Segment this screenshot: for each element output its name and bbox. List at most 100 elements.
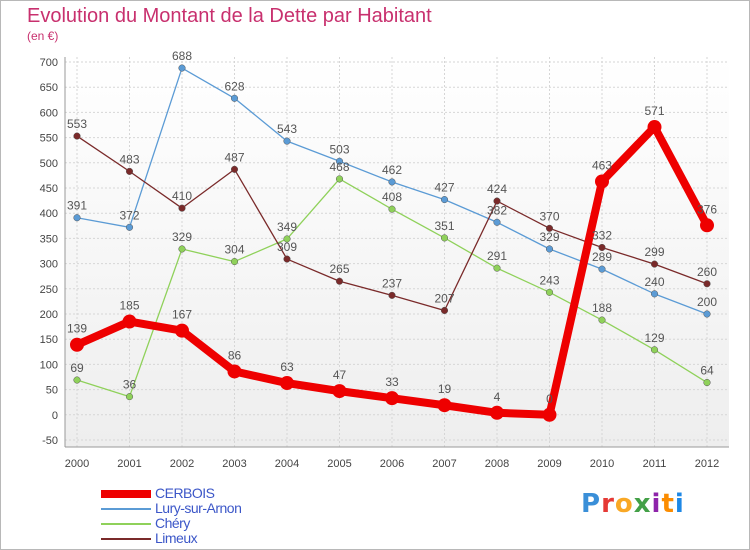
y-tick-label: 350 (40, 233, 58, 245)
chart-title: Evolution du Montant de la Dette par Hab… (27, 5, 432, 27)
data-label: 376 (697, 202, 717, 216)
data-point (703, 310, 711, 318)
data-label: 370 (539, 209, 559, 223)
y-tick-label: 600 (40, 107, 58, 119)
data-point (335, 175, 344, 183)
data-point (650, 290, 659, 298)
data-label: 372 (119, 208, 139, 222)
x-tick-label: 2007 (432, 458, 456, 470)
data-point (178, 245, 186, 253)
data-point (493, 197, 501, 205)
data-label: 139 (67, 322, 87, 336)
data-point (73, 214, 81, 222)
x-tick-label: 2001 (117, 458, 141, 470)
data-point (388, 178, 396, 186)
data-point (595, 174, 609, 189)
data-point (388, 205, 396, 213)
data-label: 185 (119, 299, 139, 313)
data-label: 408 (382, 190, 402, 204)
data-label: 571 (644, 104, 664, 118)
data-label: 487 (224, 150, 244, 164)
data-point (178, 64, 186, 72)
data-label: 628 (224, 79, 244, 93)
data-point (230, 94, 239, 102)
data-label: 260 (697, 265, 717, 279)
data-label: 503 (329, 142, 349, 156)
data-label: 243 (539, 273, 559, 287)
legend-swatch (101, 508, 151, 510)
data-label: 463 (592, 158, 612, 172)
data-label: 129 (644, 331, 664, 345)
data-point (650, 346, 659, 354)
data-label: 19 (438, 382, 452, 396)
x-tick-label: 2011 (643, 458, 667, 470)
data-point (227, 364, 242, 379)
data-label: 329 (172, 230, 192, 244)
data-point (122, 314, 137, 329)
legend-label: CERBOIS (155, 485, 215, 501)
x-tick-label: 2012 (695, 458, 719, 470)
data-point (332, 384, 347, 399)
data-point (647, 120, 662, 135)
legend-swatch (101, 538, 151, 540)
data-label: 462 (382, 163, 402, 177)
data-label: 424 (487, 182, 507, 196)
y-tick-label: 150 (40, 334, 58, 346)
data-point (650, 260, 659, 268)
data-label: 688 (172, 49, 192, 63)
x-tick-label: 2008 (485, 458, 509, 470)
data-point (73, 132, 81, 140)
x-tick-label: 2003 (222, 458, 246, 470)
data-label: 543 (277, 122, 297, 136)
data-label: 188 (592, 301, 612, 315)
data-point (283, 235, 291, 243)
data-point (703, 378, 711, 387)
legend-label: Chéry (155, 515, 190, 531)
y-tick-label: 450 (40, 183, 58, 195)
data-label: 309 (277, 240, 297, 254)
data-label: 0 (546, 392, 553, 406)
data-point (230, 258, 239, 266)
legend-label: Limeux (155, 530, 198, 546)
x-tick-label: 2004 (275, 458, 299, 470)
data-point (230, 165, 239, 173)
data-point (125, 393, 134, 401)
data-label: 200 (697, 295, 717, 309)
data-label: 291 (487, 249, 507, 263)
data-label: 391 (67, 199, 87, 213)
data-point (545, 245, 554, 253)
data-label: 33 (385, 375, 399, 389)
chart-subtitle: (en €) (27, 29, 59, 43)
data-label: 382 (487, 203, 507, 217)
data-point (70, 337, 84, 352)
data-point (598, 243, 606, 252)
data-point (493, 264, 501, 272)
data-point (175, 323, 189, 338)
data-label: 265 (329, 262, 349, 276)
data-point (490, 405, 504, 420)
data-point (73, 376, 81, 384)
data-label: 553 (67, 117, 87, 131)
legend-label: Lury-sur-Arnon (155, 500, 242, 516)
data-label: 47 (333, 368, 347, 382)
legend-swatch (101, 490, 151, 498)
data-point (440, 234, 449, 242)
data-label: 4 (494, 390, 501, 404)
data-label: 304 (224, 243, 244, 257)
data-point (437, 398, 452, 413)
data-point (440, 306, 449, 315)
x-tick-label: 2006 (380, 458, 404, 470)
data-point (598, 265, 606, 273)
y-tick-label: 250 (40, 284, 58, 296)
data-label: 64 (700, 364, 714, 378)
proxiti-logo: Proxiti (581, 489, 685, 519)
x-tick-label: 2010 (590, 458, 614, 470)
data-label: 329 (539, 230, 559, 244)
y-tick-label: 300 (40, 259, 58, 271)
data-point (700, 218, 714, 233)
data-label: 351 (434, 219, 454, 233)
data-point (440, 196, 449, 204)
x-tick-label: 2005 (327, 458, 351, 470)
legend-swatch (101, 523, 151, 525)
